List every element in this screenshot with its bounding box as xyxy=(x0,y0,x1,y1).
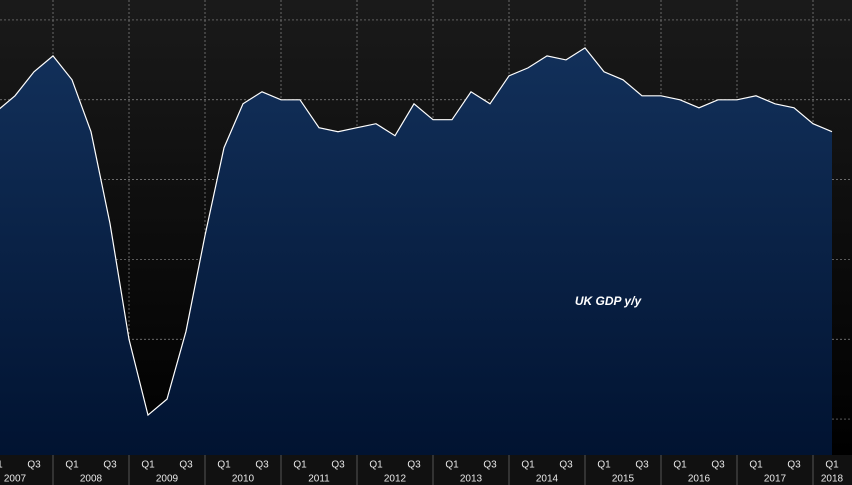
year-label: 2014 xyxy=(536,474,559,485)
line xyxy=(0,47,833,417)
x-tick-label: Q3 xyxy=(27,460,41,471)
annotation: UK GDP y/y xyxy=(575,294,643,308)
year-label: 2009 xyxy=(156,474,179,485)
year-label: 2015 xyxy=(612,474,635,485)
x-tick-label: Q1 xyxy=(369,460,383,471)
year-label: 2008 xyxy=(80,474,103,485)
year-label: 2007 xyxy=(4,474,27,485)
year-label: 2013 xyxy=(460,474,483,485)
x-tick-label: Q3 xyxy=(635,460,649,471)
x-tick-label: Q1 xyxy=(521,460,535,471)
x-tick-label: Q1 xyxy=(0,460,3,471)
separators xyxy=(52,455,814,485)
year-label: 2018 xyxy=(821,474,844,485)
x-tick-label: Q3 xyxy=(179,460,193,471)
axis-strip xyxy=(0,455,852,485)
year-label: 2010 xyxy=(232,474,255,485)
x-tick-label: Q1 xyxy=(749,460,763,471)
area xyxy=(0,47,832,455)
x-tick-label: Q3 xyxy=(255,460,269,471)
x-tick-label: Q1 xyxy=(293,460,307,471)
x-tick-label: Q3 xyxy=(103,460,117,471)
series xyxy=(0,47,833,455)
x-tick-label: Q3 xyxy=(483,460,497,471)
x-tick-label: Q3 xyxy=(787,460,801,471)
year-label: 2016 xyxy=(688,474,711,485)
x-tick-label: Q1 xyxy=(825,460,839,471)
x-tick-label: Q3 xyxy=(407,460,421,471)
year-label: 2011 xyxy=(308,474,330,485)
x-tick-label: Q1 xyxy=(673,460,687,471)
x-tick-label: Q3 xyxy=(711,460,725,471)
x-tick-label: Q1 xyxy=(65,460,79,471)
year-label: 2017 xyxy=(764,474,787,485)
x-tick-label: Q1 xyxy=(445,460,459,471)
x-tick-label: Q3 xyxy=(559,460,573,471)
x-tick-label: Q1 xyxy=(217,460,231,471)
x-tick-label: Q1 xyxy=(141,460,155,471)
x-tick-label: Q1 xyxy=(597,460,611,471)
x-tick-label: Q3 xyxy=(331,460,345,471)
year-label: 2012 xyxy=(384,474,407,485)
